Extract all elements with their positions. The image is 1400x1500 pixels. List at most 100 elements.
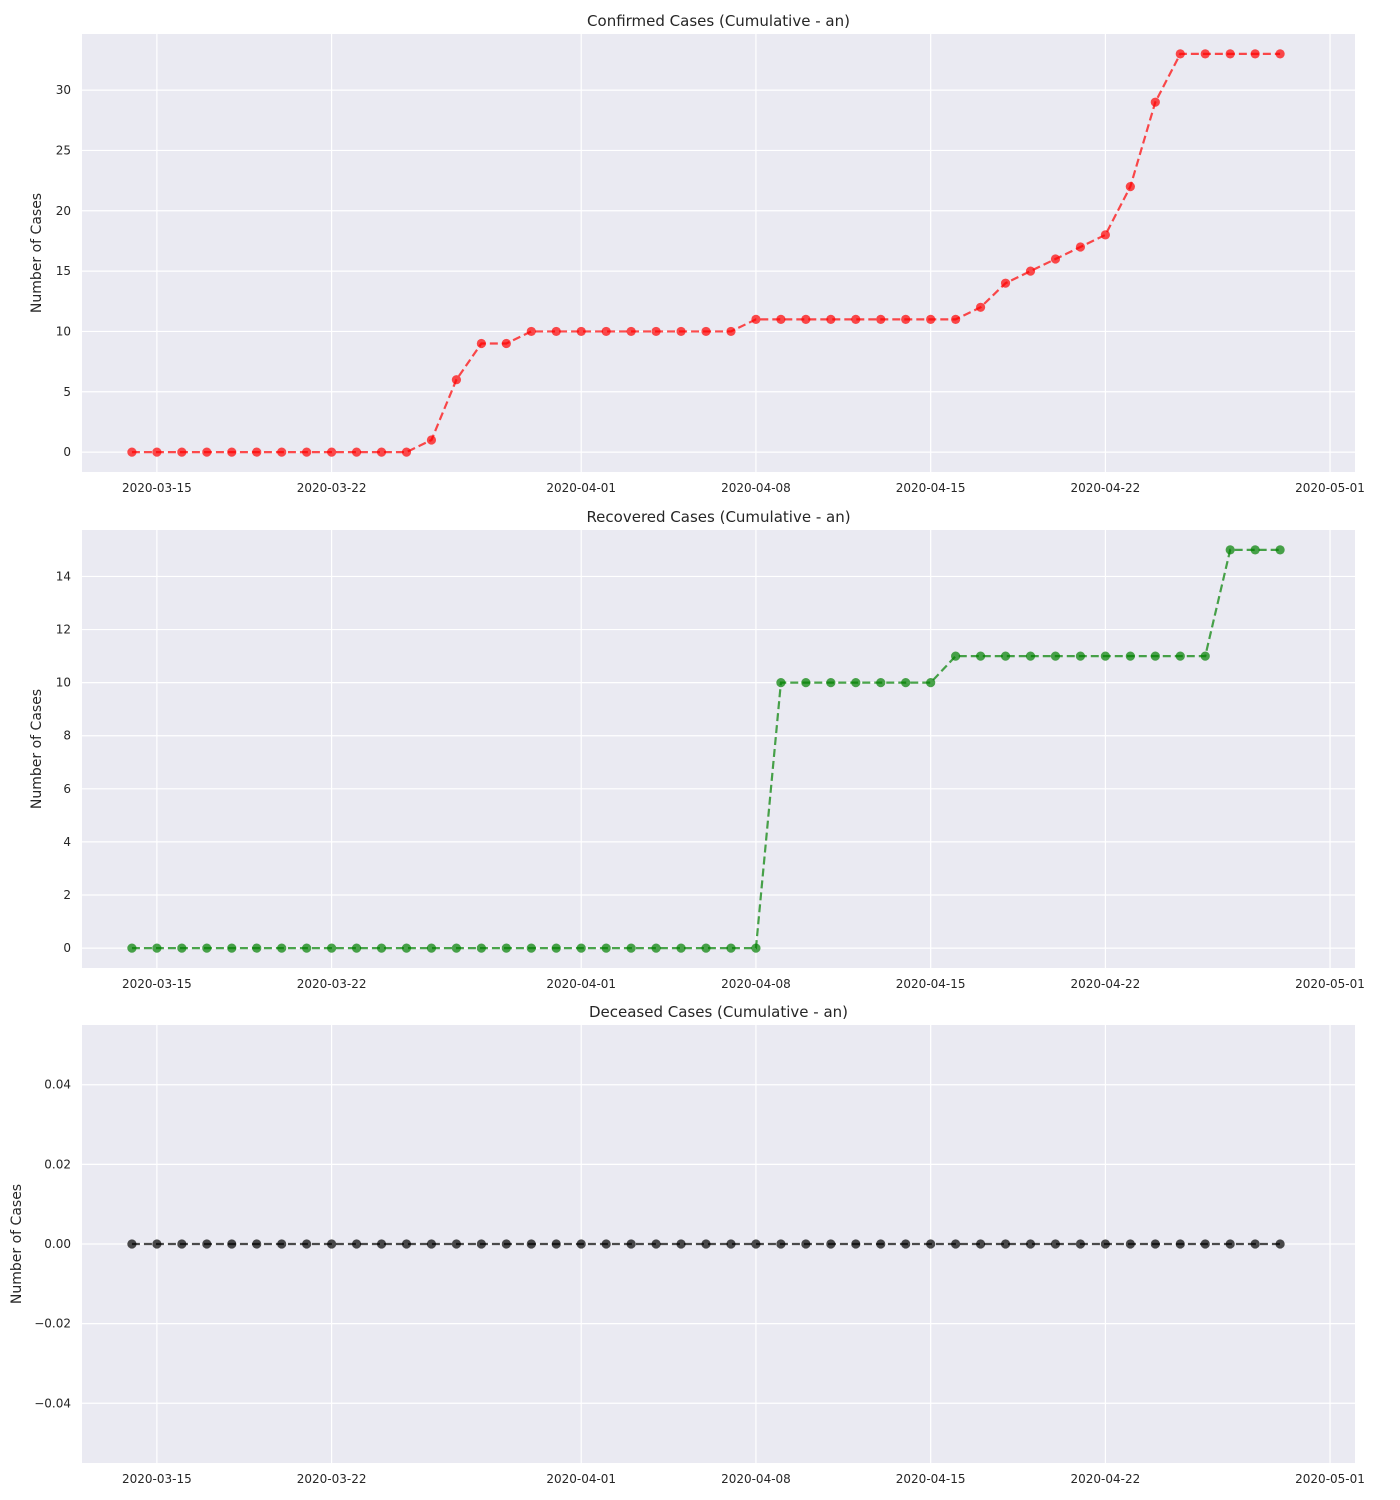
data-point (426, 435, 437, 445)
data-point (426, 943, 437, 953)
data-point (152, 1239, 162, 1249)
data-point (851, 314, 861, 324)
data-point (302, 447, 312, 457)
series-confirmed (127, 49, 1285, 457)
data-point (651, 943, 661, 953)
data-point (451, 1239, 462, 1249)
data-point (1125, 651, 1135, 661)
recovered-chart: Recovered Cases (Cumulative - an) Number… (29, 508, 1365, 991)
data-point (1025, 1239, 1036, 1249)
data-point (551, 326, 561, 337)
data-point (651, 1239, 661, 1249)
data-point (651, 326, 661, 337)
data-point (252, 447, 262, 457)
y-tick-labels: −0.04 −0.02 0.00 0.02 0.04 (34, 1078, 71, 1411)
x-tick-label: 2020-03-22 (297, 481, 367, 495)
x-tick-labels: 2020-03-15 2020-03-22 2020-04-01 2020-04-08… (122, 1472, 1365, 1486)
data-point (476, 943, 486, 953)
y-tick-label: 10 (56, 324, 71, 338)
data-point (1175, 49, 1185, 59)
data-point (975, 651, 986, 661)
data-point (1250, 1239, 1260, 1249)
data-point (426, 1239, 437, 1249)
x-tick-label: 2020-04-22 (1071, 1472, 1141, 1486)
data-point (351, 1239, 362, 1249)
data-point (551, 943, 561, 953)
data-point (302, 1239, 312, 1249)
data-point (876, 678, 886, 688)
data-point (926, 678, 936, 688)
x-tick-label: 2020-05-01 (1295, 1472, 1365, 1486)
data-point (1100, 651, 1110, 661)
data-point (1175, 651, 1185, 661)
data-point (1100, 230, 1110, 240)
y-tick-label: 10 (56, 676, 71, 690)
y-tick-label: 5 (63, 385, 71, 399)
data-point (1075, 242, 1086, 252)
y-tick-labels: 0 2 4 6 8 10 12 14 (56, 569, 71, 955)
data-point (1225, 545, 1235, 555)
y-tick-label: 30 (56, 83, 71, 97)
data-point (127, 1239, 137, 1249)
data-point (975, 302, 986, 312)
x-tick-label: 2020-04-15 (896, 481, 966, 495)
x-tick-label: 2020-03-22 (297, 1472, 367, 1486)
data-point (1125, 1239, 1135, 1249)
data-point (876, 314, 886, 324)
data-point (851, 678, 861, 688)
x-tick-label: 2020-03-22 (297, 977, 367, 991)
data-point (1150, 1239, 1160, 1249)
x-tick-labels: 2020-03-15 2020-03-22 2020-04-01 2020-04-08… (122, 977, 1365, 991)
data-point (576, 1239, 586, 1249)
y-tick-label: 12 (56, 623, 71, 637)
data-point (676, 943, 686, 953)
data-point (227, 943, 237, 953)
data-point (1225, 1239, 1235, 1249)
y-axis-label: Number of Cases (29, 193, 45, 313)
chart-title: Deceased Cases (Cumulative - an) (589, 1003, 848, 1021)
data-point (1000, 651, 1011, 661)
data-point (1200, 1239, 1210, 1249)
y-tick-label: 0 (63, 445, 71, 459)
data-point (576, 326, 586, 337)
plot-area (82, 530, 1355, 968)
data-point (526, 1239, 536, 1249)
confirmed-chart: Confirmed Cases (Cumulative - an) Number… (29, 12, 1365, 495)
data-point (1025, 266, 1036, 276)
data-point (626, 943, 636, 953)
y-axis-label: Number of Cases (29, 689, 45, 809)
data-point (1150, 97, 1160, 107)
data-point (776, 314, 786, 324)
y-tick-label: −0.04 (34, 1396, 71, 1410)
data-point (351, 447, 362, 457)
data-point (1100, 1239, 1110, 1249)
y-tick-label: 25 (56, 143, 71, 157)
data-point (476, 1239, 486, 1249)
data-point (401, 1239, 412, 1249)
data-point (1050, 1239, 1061, 1249)
x-tick-label: 2020-03-15 (122, 1472, 192, 1486)
data-point (751, 314, 761, 324)
data-point (676, 1239, 686, 1249)
data-point (501, 338, 511, 349)
data-point (376, 943, 387, 953)
data-point (227, 447, 237, 457)
chart-title: Confirmed Cases (Cumulative - an) (587, 12, 850, 30)
data-point (601, 326, 611, 337)
data-point (127, 447, 137, 457)
data-point (601, 1239, 611, 1249)
data-point (327, 943, 337, 953)
data-point (701, 943, 711, 953)
x-tick-label: 2020-04-15 (896, 977, 966, 991)
data-point (501, 1239, 511, 1249)
y-tick-label: 14 (56, 569, 71, 583)
data-point (327, 447, 337, 457)
data-point (726, 326, 736, 337)
y-tick-label: 6 (63, 782, 71, 796)
data-point (376, 447, 387, 457)
data-point (451, 943, 462, 953)
data-point (327, 1239, 337, 1249)
y-tick-label: 15 (56, 264, 71, 278)
data-point (601, 943, 611, 953)
